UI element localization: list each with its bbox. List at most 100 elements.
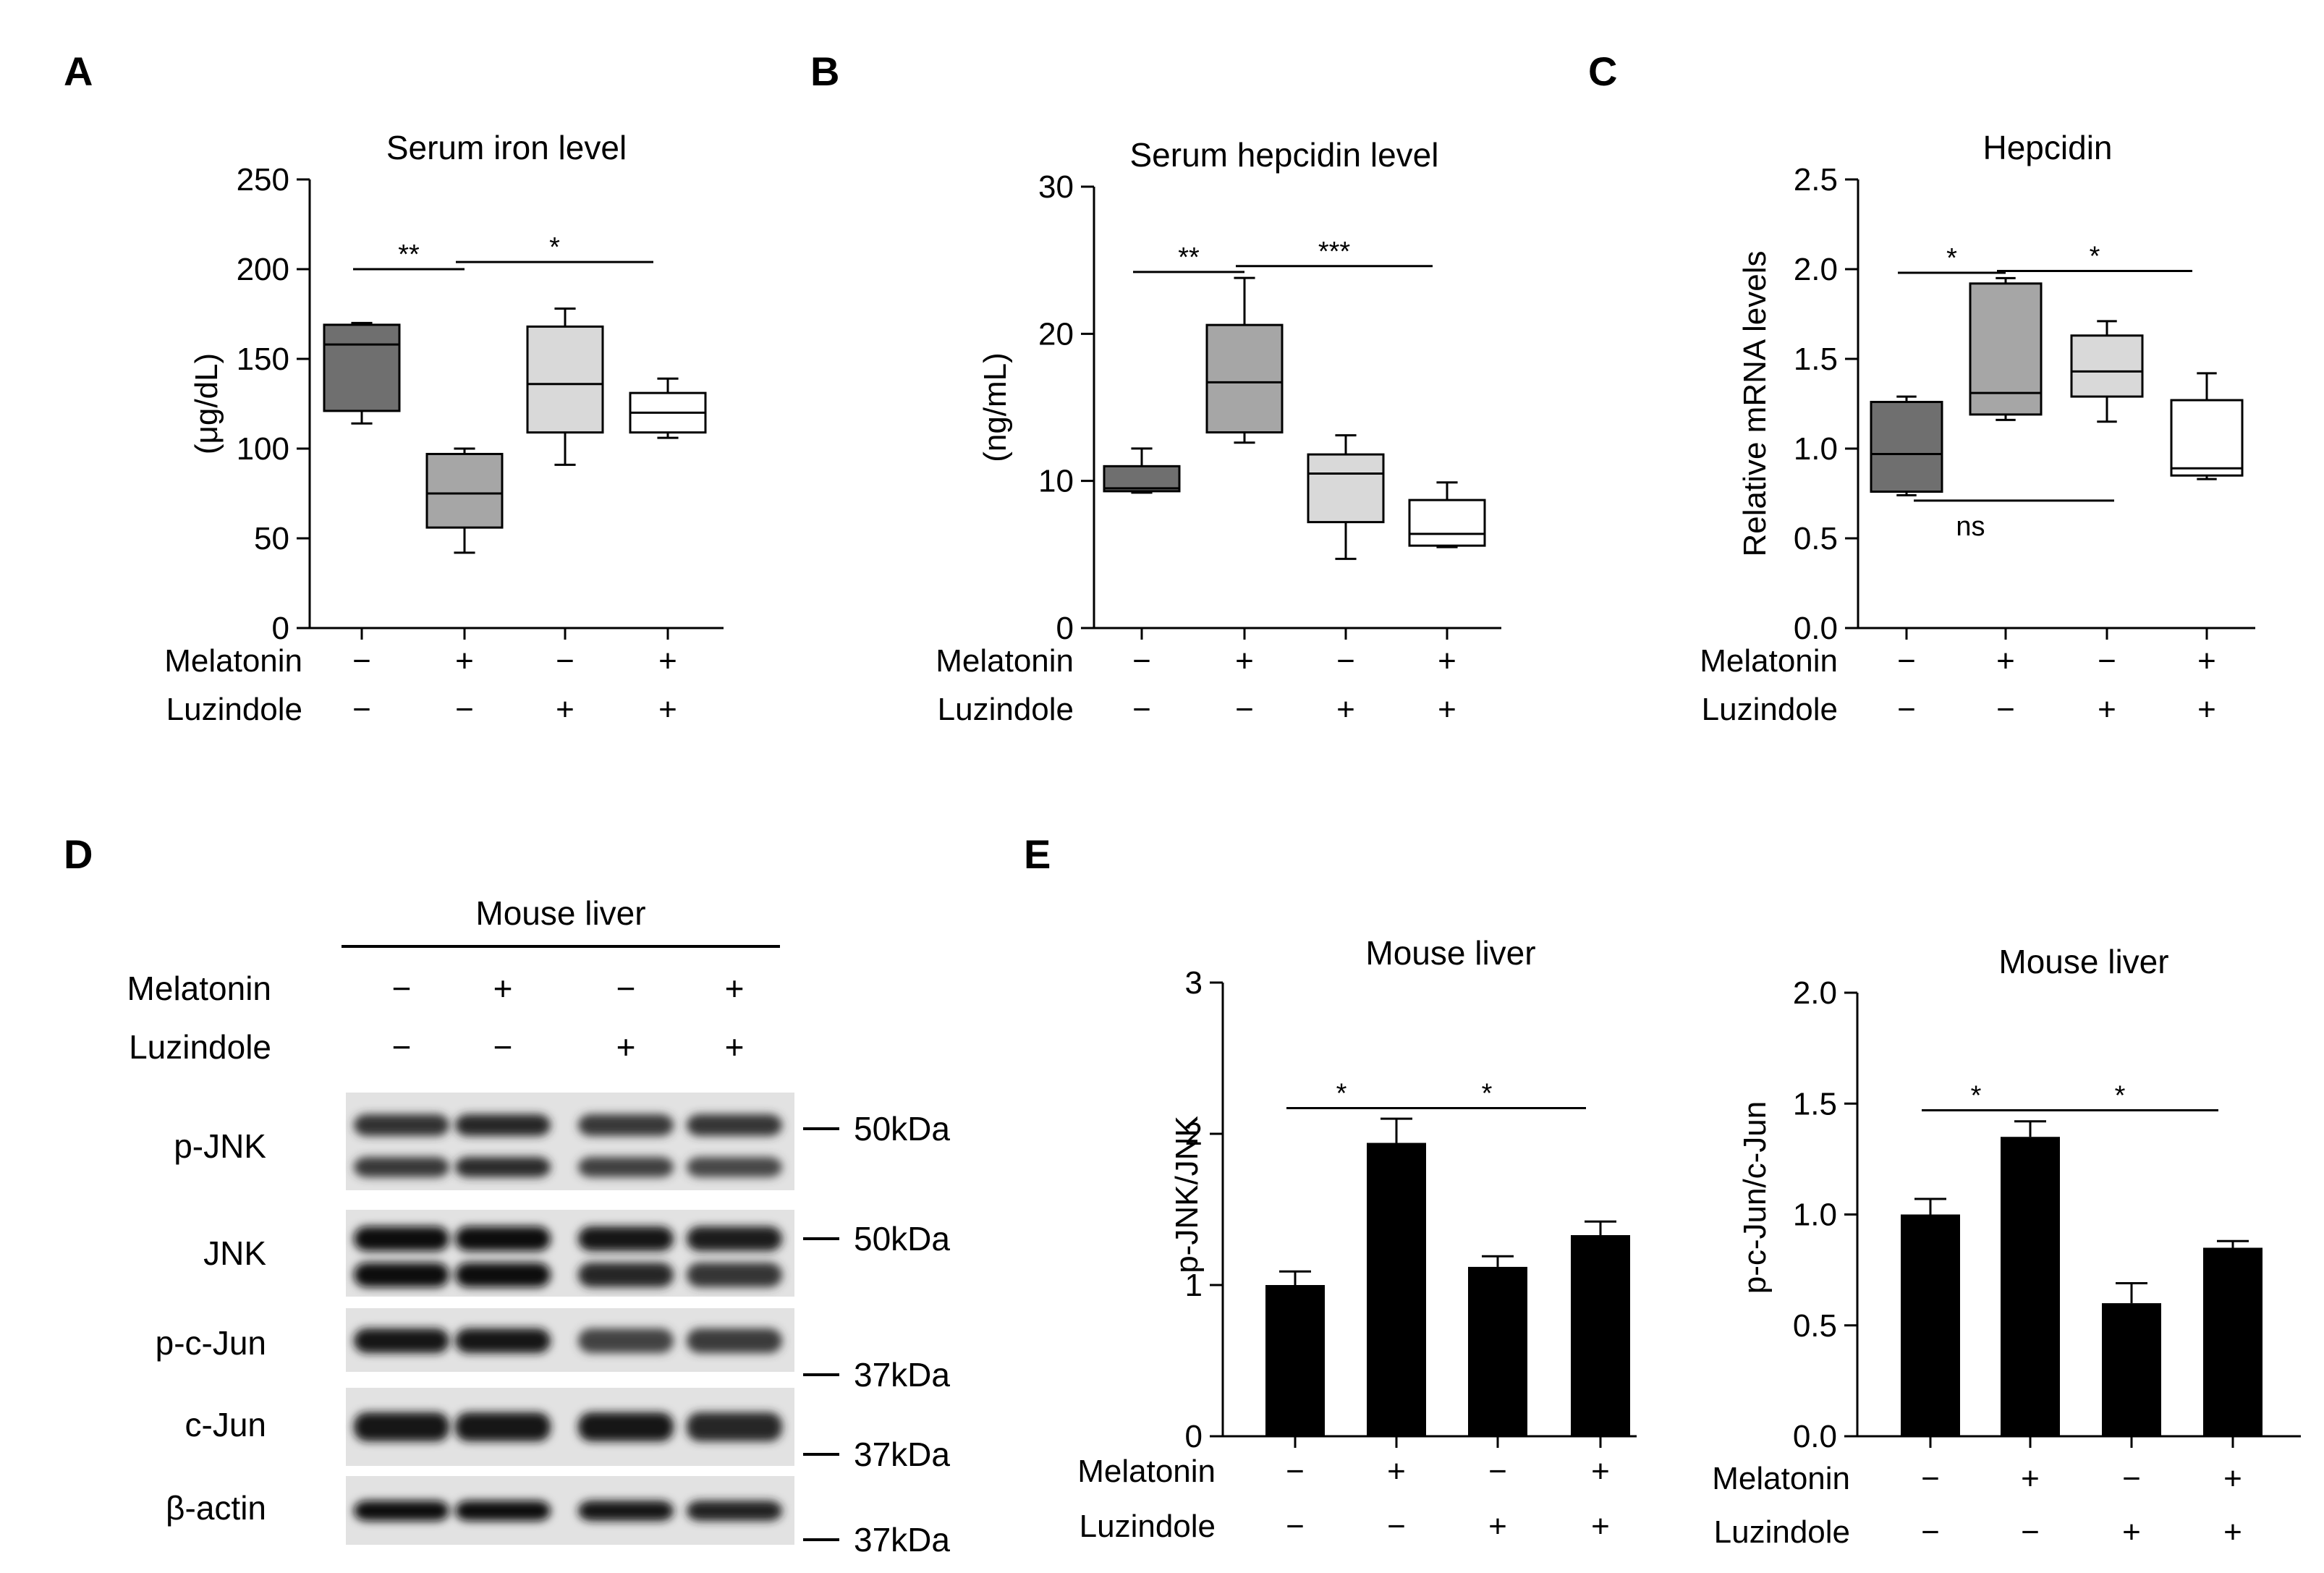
y-tick-label: 1 <box>1185 1268 1203 1303</box>
factor-level: + <box>1235 643 1254 679</box>
blot-band <box>455 1412 551 1441</box>
factor-level: − <box>1132 692 1151 727</box>
bar-group-4 <box>2203 1239 2262 1436</box>
y-axis-label: (μg/dL) <box>189 353 224 454</box>
marker-label: 50kDa <box>854 1220 950 1258</box>
blot-factor-level: + <box>725 1028 745 1066</box>
box-iqr <box>1307 453 1385 524</box>
factor-label: Luzindole <box>938 692 1074 727</box>
bar <box>2102 1303 2161 1436</box>
blot-band <box>687 1114 782 1136</box>
blot-row-2: JNK 50kDa <box>203 1210 950 1297</box>
bar-group-1 <box>1901 1197 1960 1436</box>
box-2 <box>425 447 504 554</box>
bar <box>1571 1235 1630 1436</box>
y-tick-label: 100 <box>237 431 289 467</box>
factor-level: − <box>1921 1514 1940 1550</box>
y-tick-label: 0.5 <box>1793 1308 1837 1344</box>
chart-pjnk-jnk: Mouse liver 0 1 2 3 p-JNK/JNK * * Melatonin − + − + L… <box>1077 934 1637 1544</box>
blot-band <box>578 1157 674 1177</box>
blot-band <box>455 1157 551 1177</box>
factor-level: − <box>1387 1509 1406 1544</box>
bar-group-1 <box>1265 1270 1325 1436</box>
marker-label: 37kDa <box>854 1436 950 1473</box>
blot-band <box>687 1501 782 1521</box>
box-iqr <box>425 452 504 529</box>
factor-level: − <box>2122 1461 2141 1496</box>
box-4 <box>2170 372 2244 480</box>
box-iqr <box>1969 282 2043 416</box>
factor-level: − <box>1132 643 1151 679</box>
factor-level: + <box>2223 1514 2242 1550</box>
chart-title: Serum hepcidin level <box>1129 136 1438 174</box>
factor-level: − <box>1996 692 2015 727</box>
blot-band <box>687 1412 782 1441</box>
significance-label: * <box>2090 241 2100 271</box>
y-tick-label: 0 <box>272 611 289 646</box>
factor-level: − <box>2098 643 2116 679</box>
bar <box>1468 1266 1527 1436</box>
factor-level: − <box>352 643 371 679</box>
y-tick-label: 50 <box>254 521 289 556</box>
factor-label: Melatonin <box>164 643 302 679</box>
panel-letter-b: B <box>810 48 839 94</box>
blot-band <box>354 1226 449 1251</box>
y-tick-label: 1.5 <box>1794 342 1838 377</box>
factor-level: + <box>2197 692 2216 727</box>
factor-level: − <box>1897 643 1916 679</box>
ns-label: ns <box>1956 512 1985 542</box>
blot-band <box>455 1114 551 1136</box>
blot-row-label: p-JNK <box>174 1127 266 1165</box>
factor-level: + <box>1591 1454 1610 1489</box>
factor-level: − <box>455 692 474 727</box>
marker-label: 37kDa <box>854 1356 950 1394</box>
blot-factor-level: − <box>493 1028 513 1066</box>
blot-title: Mouse liver <box>475 894 645 932</box>
blot-row-label: JNK <box>203 1234 266 1272</box>
blot-row-label: c-Jun <box>185 1406 266 1443</box>
blot-band <box>578 1328 674 1353</box>
y-tick-label: 0 <box>1185 1419 1203 1454</box>
factor-label: Luzindole <box>1702 692 1838 727</box>
panel-letter-e: E <box>1024 831 1051 877</box>
y-tick-label: 10 <box>1038 464 1074 499</box>
y-tick-label: 1.0 <box>1793 1197 1837 1233</box>
blot-band <box>354 1157 449 1177</box>
blot-row-3: p-c-Jun 37kDa <box>156 1308 950 1394</box>
factor-level: + <box>2021 1461 2040 1496</box>
panel-letter-c: C <box>1588 48 1617 94</box>
chart-title: Hepcidin <box>1983 129 2113 166</box>
bar-group-2 <box>2001 1120 2060 1436</box>
blot-row-1: p-JNK 50kDa <box>174 1093 950 1190</box>
bar <box>2203 1247 2262 1436</box>
factor-level: + <box>1996 643 2015 679</box>
blot-factor-level: − <box>392 970 412 1007</box>
panel-letter-a: A <box>64 48 93 94</box>
blot-band <box>687 1226 782 1251</box>
blot-factor-level: + <box>725 970 745 1007</box>
significance-label: * <box>2115 1080 2126 1111</box>
bar <box>2001 1137 2060 1436</box>
y-axis-label: p-JNK/JNK <box>1169 1116 1205 1273</box>
factor-label: Melatonin <box>1077 1454 1216 1489</box>
blot-factor-level: − <box>616 970 636 1007</box>
blot-band <box>578 1263 674 1287</box>
blot-row-label: p-c-Jun <box>156 1324 266 1362</box>
box-iqr <box>1870 401 1943 493</box>
factor-level: + <box>2197 643 2216 679</box>
y-tick-label: 30 <box>1038 169 1074 205</box>
factor-level: + <box>2098 692 2116 727</box>
factor-label: Luzindole <box>1714 1514 1850 1550</box>
blot-factor-label: Melatonin <box>127 970 271 1007</box>
y-tick-label: 1.0 <box>1794 431 1838 467</box>
factor-level: − <box>2021 1514 2040 1550</box>
bar <box>1901 1214 1960 1436</box>
blot-band <box>354 1263 449 1287</box>
y-tick-label: 2.0 <box>1793 975 1837 1011</box>
y-axis-label: (ng/mL) <box>977 352 1013 462</box>
factor-label: Melatonin <box>1712 1461 1850 1496</box>
factor-label: Melatonin <box>1700 643 1838 679</box>
factor-level: + <box>1591 1509 1610 1544</box>
blot-band <box>354 1501 449 1521</box>
box-iqr <box>1103 465 1181 493</box>
